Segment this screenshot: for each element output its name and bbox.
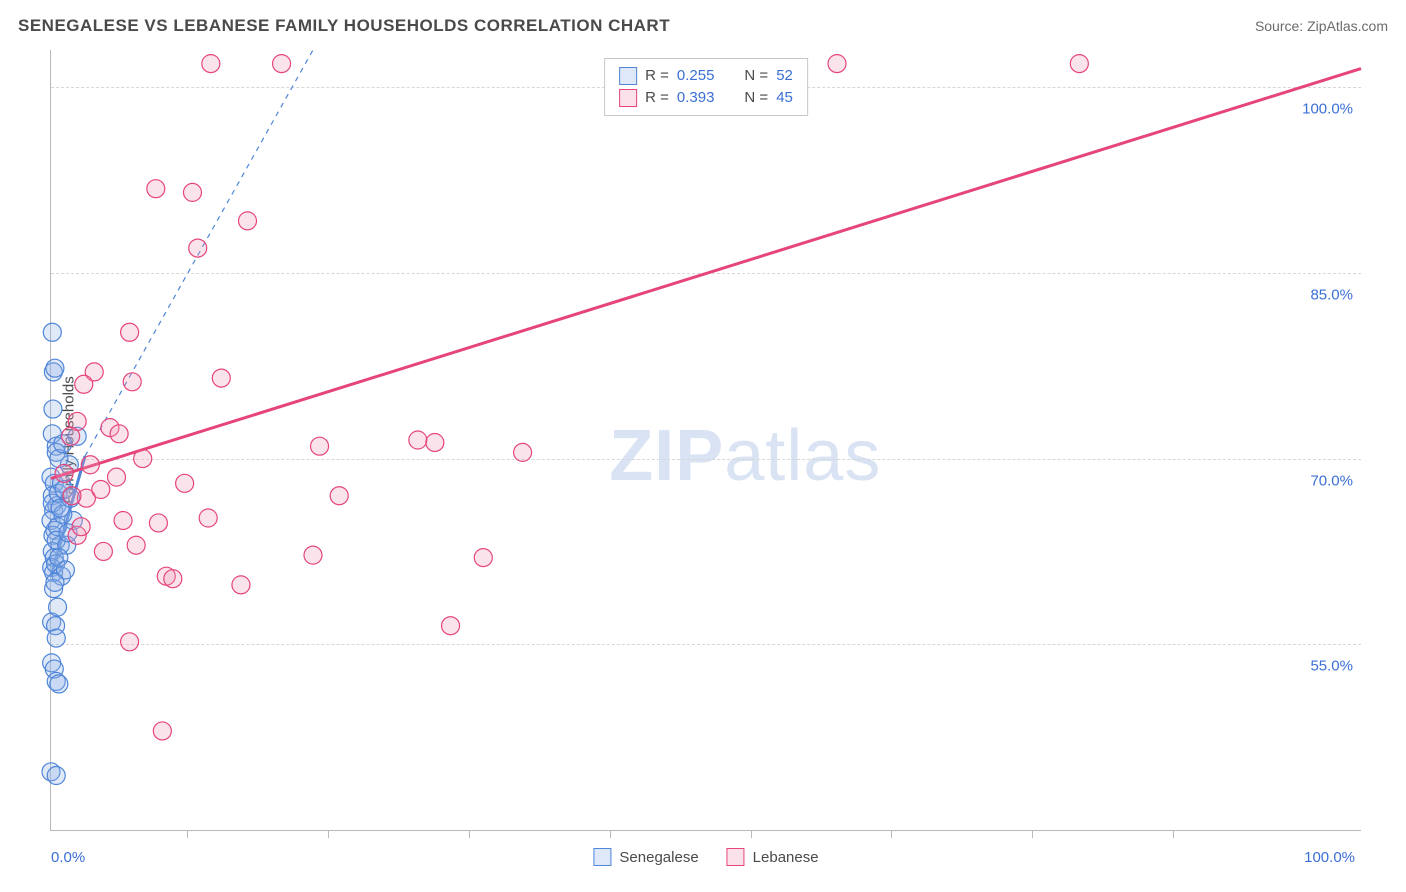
source-attribution: Source: ZipAtlas.com [1255, 18, 1388, 34]
data-point [121, 633, 139, 651]
data-point [127, 536, 145, 554]
plot-area: Family Households ZIPatlas 55.0%70.0%85.… [50, 50, 1361, 831]
data-point [409, 431, 427, 449]
legend-row: R = 0.255 N = 52 [619, 65, 793, 87]
data-point [153, 722, 171, 740]
data-point [134, 450, 152, 468]
data-point [330, 487, 348, 505]
x-axis-min-label: 0.0% [51, 849, 85, 866]
legend-row: R = 0.393 N = 45 [619, 87, 793, 109]
data-point [44, 400, 62, 418]
legend-swatch [619, 67, 637, 85]
data-point [72, 518, 90, 536]
data-point [183, 183, 201, 201]
data-point [239, 212, 257, 230]
data-point [46, 573, 64, 591]
x-tick [469, 830, 470, 838]
data-point [121, 323, 139, 341]
data-point [828, 55, 846, 73]
data-point [474, 549, 492, 567]
x-tick [1173, 830, 1174, 838]
series-name: Senegalese [619, 849, 698, 866]
legend-swatch [619, 89, 637, 107]
data-point [1070, 55, 1088, 73]
data-point [123, 373, 141, 391]
data-point [514, 443, 532, 461]
data-point [147, 180, 165, 198]
data-point [199, 509, 217, 527]
data-point [304, 546, 322, 564]
data-point [47, 629, 65, 647]
data-point [81, 456, 99, 474]
x-tick [891, 830, 892, 838]
data-point [149, 514, 167, 532]
legend-n-value: 45 [776, 87, 793, 109]
scatter-svg [51, 50, 1361, 830]
data-point [62, 427, 80, 445]
x-tick [1032, 830, 1033, 838]
legend-swatch [727, 848, 745, 866]
series-legend: Senegalese Lebanese [593, 848, 818, 866]
data-point [311, 437, 329, 455]
data-point [55, 464, 73, 482]
data-point [75, 375, 93, 393]
x-tick [328, 830, 329, 838]
series-name: Lebanese [753, 849, 819, 866]
data-point [114, 511, 132, 529]
series-legend-item: Lebanese [727, 848, 819, 866]
series-legend-item: Senegalese [593, 848, 698, 866]
data-point [47, 767, 65, 785]
data-point [176, 474, 194, 492]
legend-r-label: R = [645, 87, 669, 109]
data-point [273, 55, 291, 73]
data-point [164, 570, 182, 588]
data-point [92, 481, 110, 499]
data-point [202, 55, 220, 73]
data-point [189, 239, 207, 257]
data-point [63, 487, 81, 505]
data-point [426, 433, 444, 451]
data-point [94, 542, 112, 560]
chart-title: SENEGALESE VS LEBANESE FAMILY HOUSEHOLDS… [18, 16, 670, 36]
legend-r-value: 0.255 [677, 65, 715, 87]
data-point [442, 617, 460, 635]
x-tick [610, 830, 611, 838]
data-point [108, 468, 126, 486]
data-point [232, 576, 250, 594]
data-point [50, 675, 68, 693]
data-point [212, 369, 230, 387]
legend-swatch [593, 848, 611, 866]
legend-r-label: R = [645, 65, 669, 87]
data-point [110, 425, 128, 443]
trend-line [51, 69, 1361, 479]
data-point [49, 598, 67, 616]
data-point [43, 323, 61, 341]
legend-n-value: 52 [776, 65, 793, 87]
legend-r-value: 0.393 [677, 87, 715, 109]
x-axis-max-label: 100.0% [1304, 849, 1355, 866]
x-tick [751, 830, 752, 838]
legend-n-label: N = [744, 87, 768, 109]
legend-n-label: N = [744, 65, 768, 87]
correlation-legend: R = 0.255 N = 52 R = 0.393 N = 45 [604, 58, 808, 116]
data-point [46, 359, 64, 377]
x-tick [187, 830, 188, 838]
